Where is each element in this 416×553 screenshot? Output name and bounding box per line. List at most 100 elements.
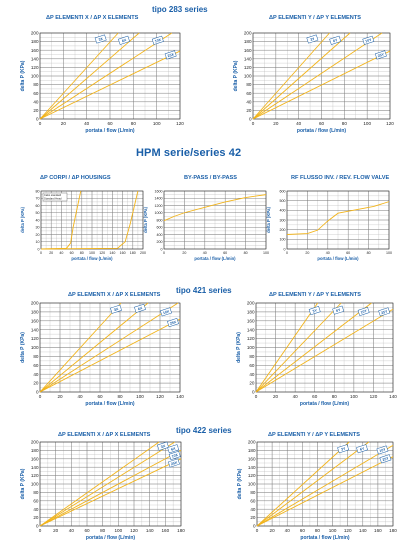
element-badge: 10Y [362, 35, 375, 45]
y-tick-label: 140 [244, 56, 252, 61]
badge-label: 25X [170, 460, 178, 466]
x-axis-label: portata / flow (L/min) [297, 128, 346, 134]
badge-label: 6Y [359, 446, 365, 451]
chart-c283x: 0 20 40 60 80 100 120 0 20 40 60 80 100 120 140 160 180 2… [20, 31, 184, 135]
y-tick-label: 40 [249, 372, 255, 377]
y-tick-label: 160 [247, 318, 255, 323]
series-line-2 [256, 441, 370, 527]
x-tick-label: 60 [312, 394, 318, 399]
x-tick-label: 120 [176, 121, 184, 126]
y-tick-label: 1600 [155, 189, 163, 193]
y-tick-label: 200 [31, 301, 39, 306]
y-axis-label: delta P (KPa) [20, 468, 26, 499]
y-tick-label: 70 [36, 197, 40, 201]
x-tick-label: 100 [350, 394, 358, 399]
badge-label: 6X [137, 306, 143, 311]
y-tick-label: 0 [249, 117, 252, 122]
element-badge: 25Y [379, 454, 392, 464]
y-tick-label: 120 [244, 65, 252, 70]
x-tick-label: 40 [296, 121, 302, 126]
badge-box [379, 454, 392, 464]
plot-frame [39, 32, 181, 120]
x-tick-label: 120 [99, 251, 105, 255]
element-badge: 10Y [357, 306, 370, 316]
badge-label: 3Y [310, 37, 316, 42]
y-tick-label: 60 [249, 363, 255, 368]
plot-frame [39, 441, 182, 527]
y-tick-label: 0 [161, 247, 163, 251]
y-tick-label: 40 [36, 218, 40, 222]
badge-box [332, 305, 345, 315]
badge-label: 6Y [336, 308, 342, 313]
y-tick-label: 200 [280, 228, 286, 232]
chart-title: ΔP ELEMENTI X / ΔP X ELEMENTS [68, 292, 161, 298]
y-tick-label: 0 [38, 247, 40, 251]
y-tick-label: 40 [250, 507, 256, 512]
series-line-2 [39, 32, 140, 120]
y-tick-label: 160 [248, 456, 256, 461]
series-line-4 [39, 318, 181, 393]
y-tick-label: 200 [31, 31, 39, 36]
x-tick-label: 160 [161, 528, 169, 533]
y-tick-label: 80 [250, 490, 256, 495]
element-badge: 3X [94, 34, 107, 44]
y-tick-label: 40 [33, 507, 39, 512]
legend-entry: Cabo standard [44, 193, 62, 197]
y-tick-label: 400 [280, 209, 286, 213]
x-tick-label: 60 [300, 528, 306, 533]
y-tick-label: 140 [31, 465, 39, 470]
x-tick-label: 60 [107, 121, 113, 126]
x-tick-label: 160 [374, 528, 382, 533]
x-tick-label: 20 [305, 251, 309, 255]
chart-title: ΔP CORPI / ΔP HOUSINGS [40, 175, 111, 181]
x-tick-label: 80 [342, 121, 348, 126]
x-tick-label: 40 [203, 251, 207, 255]
y-tick-label: 120 [31, 65, 39, 70]
badge-box [151, 35, 164, 45]
y-tick-label: 60 [33, 91, 39, 96]
badge-box [167, 444, 180, 454]
x-tick-label: 0 [252, 121, 255, 126]
badge-label: 25Y [377, 52, 385, 58]
y-tick-label: 60 [246, 91, 252, 96]
series-line-3 [255, 302, 372, 393]
badge-label: 6X [121, 38, 127, 43]
x-tick-label: 120 [344, 528, 352, 533]
y-tick-label: 60 [33, 498, 39, 503]
badge-label: 3Y [312, 308, 318, 313]
y-tick-label: 200 [31, 440, 39, 445]
badge-label: 3X [98, 37, 104, 42]
y-tick-label: 140 [248, 465, 256, 470]
element-badge: 6X [134, 303, 146, 313]
chart-chpm2: 0 20 40 60 80 1000200400600800100012001400160… [143, 189, 269, 261]
y-tick-label: 800 [157, 218, 163, 222]
element-badge: 25X [164, 50, 177, 60]
series-line-2 [40, 190, 139, 250]
x-axis-label: portata / flow (L/min) [71, 256, 113, 261]
x-tick-label: 20 [49, 251, 53, 255]
y-tick-label: 160 [31, 318, 39, 323]
y-tick-label: 200 [248, 440, 256, 445]
y-tick-label: 140 [31, 327, 39, 332]
badge-box [167, 318, 179, 328]
y-axis-label: delta P (KPa) [20, 60, 26, 91]
x-tick-label: 180 [177, 528, 185, 533]
x-tick-label: 0 [255, 394, 258, 399]
section-title-422: tipo 422 series [176, 426, 232, 435]
chart-c421y: 0 20 40 60 80 100 120 140 0 20 40 60 80 100 120 140 160 1… [236, 301, 397, 408]
y-tick-label: 180 [247, 310, 255, 315]
badge-box [308, 306, 321, 316]
x-tick-label: 40 [77, 394, 83, 399]
y-axis-label: delta P (KPa) [20, 332, 26, 363]
x-tick-label: 100 [153, 121, 161, 126]
badge-label: 6X [171, 446, 177, 451]
y-tick-label: 30 [36, 226, 40, 230]
y-tick-label: 180 [31, 448, 39, 453]
y-tick-label: 40 [33, 99, 39, 104]
x-tick-label: 100 [386, 251, 392, 255]
x-tick-label: 120 [156, 394, 164, 399]
y-tick-label: 100 [31, 345, 39, 350]
x-tick-label: 80 [315, 528, 321, 533]
chart-c422x: 0 20 40 60 80 100 120 140 160 180 0 20 40 60 80 100 120 1… [20, 440, 185, 542]
chart-title: ΔP ELEMENTI Y / ΔP Y ELEMENTS [269, 15, 361, 21]
